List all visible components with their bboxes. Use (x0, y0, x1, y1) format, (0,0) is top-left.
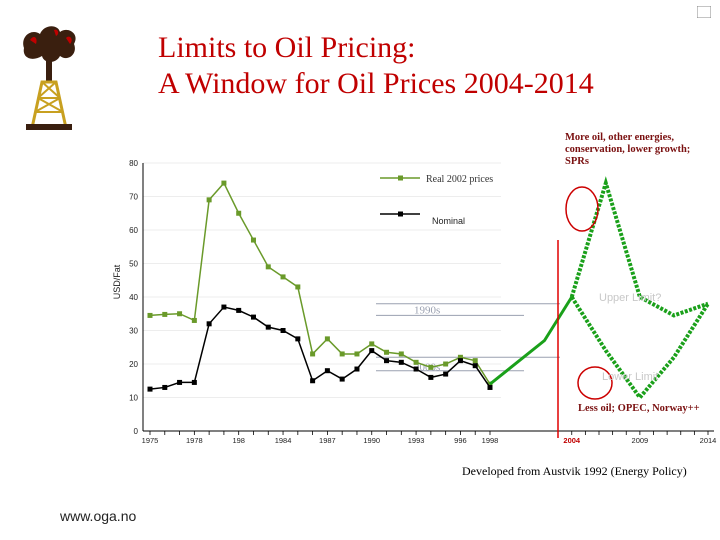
nominal-price-point (191, 379, 197, 385)
nominal-price-point (295, 336, 301, 342)
real-price-point (472, 358, 478, 364)
x-tick-label: 1987 (319, 436, 336, 445)
lower-limit-label: Lower Limit (602, 371, 658, 383)
real-price-point (443, 361, 449, 367)
legend-marker-real (398, 175, 403, 181)
source-credit: Developed from Austvik 1992 (Energy Poli… (462, 464, 687, 478)
real-price-point (250, 237, 256, 243)
legend-label-real: Real 2002 prices (426, 174, 493, 185)
lower-limit-line (570, 295, 710, 401)
window-trend-line (489, 296, 574, 386)
real-price-point (384, 349, 390, 355)
real-price-point (413, 359, 419, 365)
website-footer: www.oga.no (60, 508, 137, 524)
real-price-point (191, 317, 197, 323)
y-tick-label: 0 (134, 427, 139, 436)
upper-limit-circle (565, 186, 599, 232)
legend-label-nominal: Nominal (432, 216, 465, 226)
y-axis-label: USD/Fat (112, 264, 122, 299)
nominal-price-point (250, 314, 256, 320)
x-tick-label: 1984 (275, 436, 292, 445)
nominal-price-point (369, 348, 375, 354)
x-tick-label: 1998 (482, 436, 499, 445)
y-tick-label: 70 (129, 193, 138, 202)
y-tick-label: 80 (129, 159, 138, 168)
nominal-price-point (472, 363, 478, 369)
real-price-point (398, 351, 404, 357)
nominal-price-point (384, 358, 390, 364)
x-tick-label: 1975 (142, 436, 159, 445)
x-tick-label: 1993 (408, 436, 425, 445)
nominal-price-point (443, 371, 449, 377)
real-price-point (339, 351, 345, 357)
real-price-point (162, 311, 168, 317)
y-tick-label: 30 (129, 327, 138, 336)
real-price-point (310, 351, 316, 357)
nominal-price-point (206, 321, 212, 327)
nominal-price-point (339, 376, 345, 382)
real-price-point (428, 364, 434, 370)
nominal-price-point (354, 366, 360, 372)
title-line-1: Limits to Oil Pricing: (158, 31, 416, 64)
page-title: Limits to Oil Pricing: A Window for Oil … (158, 30, 594, 102)
band-label: 1990s (414, 304, 440, 316)
nominal-price-point (265, 324, 271, 330)
title-line-2: A Window for Oil Prices 2004-2014 (158, 67, 594, 100)
real-price-point (369, 341, 375, 347)
real-price-point (206, 197, 212, 203)
y-tick-label: 40 (129, 293, 138, 302)
real-price-point (177, 311, 183, 317)
nominal-price-point (162, 384, 168, 390)
legend-marker-nominal (398, 211, 403, 217)
nominal-price-point (177, 379, 183, 385)
real-price-point (147, 312, 153, 318)
x-tick-label: 996 (454, 436, 467, 445)
nominal-price-point (487, 384, 493, 390)
nominal-price-point (236, 307, 242, 313)
real-price-point (265, 264, 271, 270)
real-price-point (280, 274, 286, 280)
nominal-price-point (147, 386, 153, 392)
upper-limit-label: Upper Limit? (599, 292, 661, 304)
upper-limit-line (569, 176, 709, 318)
y-tick-label: 10 (129, 394, 138, 403)
lower-limit-circle (577, 366, 613, 400)
nominal-price-point (221, 304, 227, 310)
lower-annotation: Less oil; OPEC, Norway++ (578, 403, 700, 414)
x-tick-label: 2004 (563, 436, 581, 445)
y-tick-label: 50 (129, 260, 138, 269)
y-tick-label: 20 (129, 360, 138, 369)
nominal-price-point (310, 378, 316, 384)
nominal-price-point (428, 374, 434, 380)
real-price-point (295, 284, 301, 290)
real-price-point (236, 210, 242, 216)
oil-derrick-gusher-icon (23, 26, 76, 130)
real-price-point (457, 354, 463, 360)
nominal-price-point (457, 358, 463, 364)
x-tick-label: 1990 (363, 436, 380, 445)
upper-annotation: More oil, other energies, conservation, l… (565, 132, 690, 167)
y-tick-label: 60 (129, 226, 138, 235)
nominal-price-point (280, 328, 286, 333)
real-price-point (221, 180, 227, 186)
x-tick-label: 1978 (186, 436, 203, 445)
x-tick-label: 198 (232, 436, 245, 445)
nominal-price-point (324, 368, 330, 374)
real-price-point (324, 336, 330, 342)
x-tick-label: 2014 (700, 436, 717, 445)
nominal-price-point (398, 359, 404, 365)
band-label: 2000s (414, 362, 440, 374)
real-price-point (354, 351, 360, 357)
nominal-price-point (413, 366, 419, 372)
x-tick-label: 2009 (632, 436, 649, 445)
